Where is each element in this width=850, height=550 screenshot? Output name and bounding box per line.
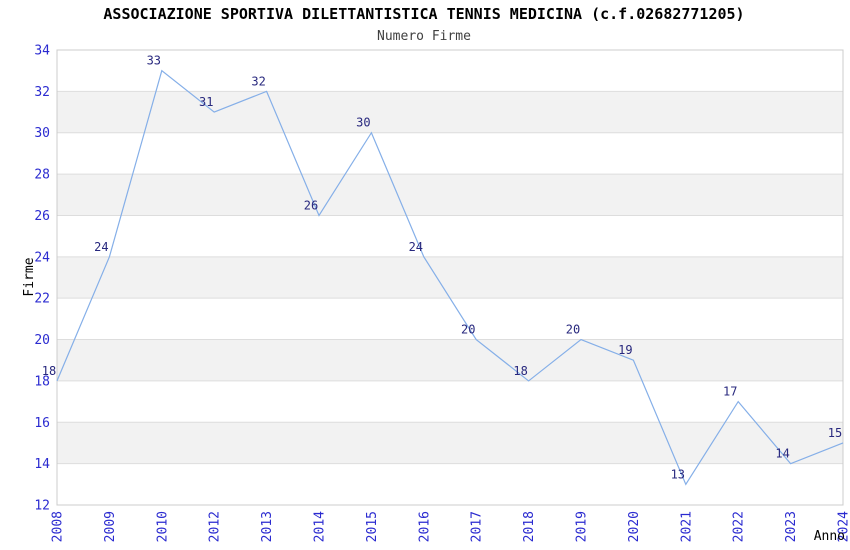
- x-axis-tick-labels: 2008 2009 2010 2012 2013 2014 2015 2016 2017 2018…: [51, 511, 850, 542]
- data-point-label: 24: [409, 240, 423, 254]
- x-tick-label: 2008: [51, 511, 66, 542]
- x-tick-label: 2017: [470, 511, 485, 542]
- data-point-label: 20: [566, 323, 580, 337]
- data-point-label: 31: [199, 95, 213, 109]
- data-point-label: 32: [251, 74, 265, 88]
- y-tick-label: 26: [34, 209, 50, 224]
- y-tick-label: 20: [34, 333, 50, 348]
- gridband: [57, 174, 843, 216]
- y-tick-label: 34: [34, 44, 50, 59]
- gridband: [57, 256, 843, 299]
- plot-area: [56, 49, 844, 506]
- plot-bands: [57, 91, 843, 464]
- y-tick-label: 32: [34, 85, 50, 100]
- series-line-group: [56, 69, 844, 486]
- x-tick-label: 2010: [155, 511, 170, 542]
- series-line: [56, 69, 844, 486]
- y-tick-label: 16: [34, 416, 50, 431]
- y-tick-label: 18: [34, 374, 50, 389]
- x-axis-title: Anno: [814, 529, 845, 544]
- data-point-label: 17: [723, 385, 737, 399]
- x-tick-label: 2020: [627, 511, 642, 542]
- data-point-label: 24: [94, 240, 108, 254]
- y-axis-title: Firme: [22, 257, 37, 296]
- x-tick-label: 2016: [417, 511, 432, 542]
- chart-subtitle: Numero Firme: [377, 29, 471, 44]
- x-tick-label: 2021: [679, 511, 694, 542]
- data-point-label: 26: [304, 198, 318, 212]
- gridband: [57, 422, 843, 464]
- y-axis-tick-labels: 12 14 16 18 20 22 24 26 28 30 32 34: [34, 44, 50, 514]
- x-tick-label: 2018: [522, 511, 537, 542]
- x-tick-label: 2009: [103, 511, 118, 542]
- data-point-label: 15: [828, 426, 842, 440]
- plot-border: [56, 49, 844, 506]
- y-tick-label: 30: [34, 126, 50, 141]
- data-point-labels: 18 24 33 31 32 26 30 24 20 18 20 19 13 17 14 15: [42, 54, 842, 482]
- x-tick-label: 2022: [732, 511, 747, 542]
- y-tick-label: 12: [34, 499, 50, 514]
- x-tick-label: 2024: [837, 511, 850, 542]
- data-point-label: 30: [356, 116, 370, 130]
- y-tick-label: 22: [34, 292, 50, 307]
- x-tick-label: 2023: [784, 511, 799, 542]
- gridband: [57, 339, 843, 381]
- x-tick-label: 2013: [260, 511, 275, 542]
- data-point-label: 33: [147, 54, 161, 68]
- x-tick-label: 2019: [575, 511, 590, 542]
- data-point-label: 13: [671, 467, 685, 481]
- x-tick-label: 2015: [365, 511, 380, 542]
- data-point-label: 14: [775, 447, 789, 461]
- chart-title: ASSOCIAZIONE SPORTIVA DILETTANTISTICA TE…: [103, 5, 744, 23]
- y-tick-label: 14: [34, 457, 50, 472]
- data-point-label: 20: [461, 323, 475, 337]
- x-tick-label: 2012: [208, 511, 223, 542]
- gridband: [57, 91, 843, 133]
- y-tick-label: 24: [34, 250, 50, 265]
- data-point-label: 19: [618, 343, 632, 357]
- data-point-label: 18: [513, 364, 527, 378]
- y-tick-label: 28: [34, 168, 50, 183]
- data-point-label: 18: [42, 364, 56, 378]
- x-tick-label: 2014: [313, 511, 328, 542]
